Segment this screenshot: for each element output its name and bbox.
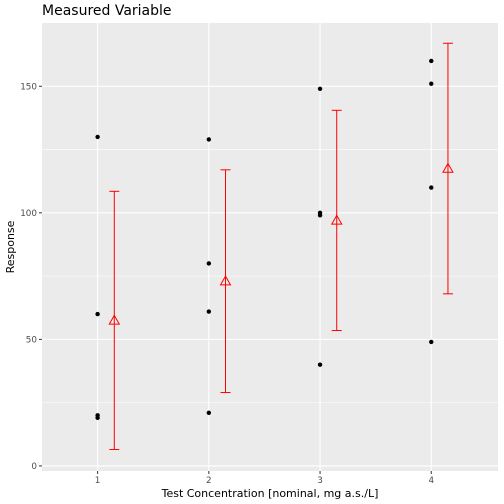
data-point: [95, 415, 100, 421]
error-bars: [109, 42, 453, 450]
grid-major: [42, 23, 498, 471]
x-axis: 1 2 3 4: [95, 471, 434, 486]
mean-marker: [219, 275, 232, 286]
x-axis-title: Test Concentration [nominal, mg a.s./L]: [161, 487, 379, 500]
x-tick-label: 1: [95, 476, 101, 486]
data-point: [429, 81, 434, 86]
data-point: [317, 362, 323, 367]
y-axis: 0 50 100 150: [20, 82, 42, 472]
data-point: [206, 137, 212, 142]
data-point: [429, 339, 434, 345]
data-point: [317, 86, 323, 92]
mean-marker: [442, 162, 454, 173]
data-point: [429, 185, 434, 190]
x-tick-label: 4: [428, 476, 434, 486]
panel-background: [42, 23, 498, 471]
data-point: [206, 261, 212, 266]
data-point: [206, 410, 212, 415]
data-point: [317, 213, 323, 218]
y-axis-title: Response: [4, 220, 17, 273]
mean-markers: [108, 162, 454, 325]
x-tick-label: 3: [317, 476, 323, 486]
data-point: [206, 309, 212, 314]
mean-marker: [330, 214, 343, 225]
y-tick-label: 100: [20, 209, 37, 219]
mean-marker: [108, 314, 121, 325]
y-tick-label: 150: [20, 82, 37, 92]
y-tick-label: 50: [26, 335, 38, 345]
grid-minor: [42, 149, 498, 403]
x-tick-label: 2: [206, 476, 212, 486]
data-point: [95, 311, 100, 317]
chart-title: Measured Variable: [42, 3, 172, 19]
data-point: [429, 58, 434, 64]
data-points: [95, 58, 434, 421]
data-point: [95, 134, 100, 140]
y-tick-label: 0: [31, 462, 37, 472]
